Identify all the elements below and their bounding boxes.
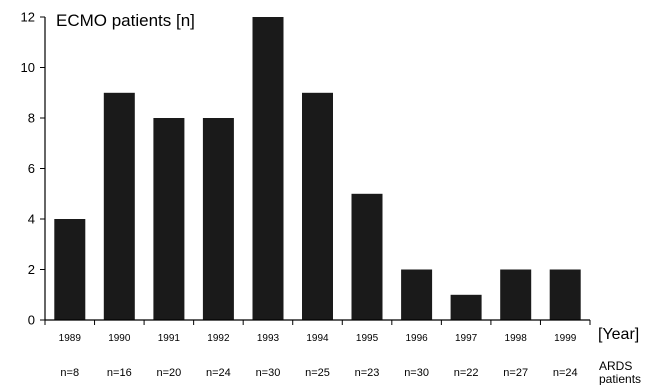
chart-marks: 0 2 4 6 8 10 12 1989 n=8 1990 n=16 1991 n=20 1992 n=24…	[21, 10, 591, 379]
x-tick-label-1991: 1991	[158, 333, 181, 344]
bar-1996	[401, 269, 433, 320]
bar-1989	[54, 219, 86, 320]
ards-count-1992: n=24	[206, 367, 231, 379]
ards-count-1998: n=27	[503, 367, 528, 379]
ards-label-line1: ARDS	[599, 359, 632, 373]
ards-count-1999: n=24	[553, 367, 578, 379]
x-tick-label-1993: 1993	[257, 333, 280, 344]
ards-count-1996: n=30	[404, 367, 429, 379]
y-tick-label-6: 6	[28, 161, 35, 176]
y-tick-label-4: 4	[28, 212, 35, 227]
x-tick-label-1990: 1990	[108, 333, 131, 344]
y-tick-label-12: 12	[21, 10, 35, 25]
x-tick-label-1992: 1992	[207, 333, 230, 344]
ards-label-line2: patients	[599, 372, 641, 385]
bar-1990	[103, 92, 135, 321]
ards-count-1990: n=16	[107, 367, 132, 379]
y-tick-label-8: 8	[28, 111, 35, 126]
x-tick-label-1994: 1994	[306, 333, 329, 344]
x-tick-label-1997: 1997	[455, 333, 478, 344]
ards-count-1989: n=8	[60, 367, 79, 379]
bar-1999	[549, 269, 581, 320]
bar-1992	[202, 118, 234, 320]
ards-count-1993: n=30	[256, 367, 281, 379]
ards-count-1991: n=20	[156, 367, 181, 379]
bar-1995	[351, 193, 383, 321]
bar-1998	[500, 269, 532, 320]
x-tick-label-1999: 1999	[554, 333, 577, 344]
y-tick-label-2: 2	[28, 262, 35, 277]
ards-count-1994: n=25	[305, 367, 330, 379]
x-tick-label-1989: 1989	[59, 333, 82, 344]
x-tick-label-1996: 1996	[405, 333, 428, 344]
x-tick-label-1995: 1995	[356, 333, 379, 344]
y-tick-label-10: 10	[21, 60, 35, 75]
bar-1994	[302, 92, 333, 321]
bar-1991	[153, 118, 185, 320]
ards-count-1995: n=23	[355, 367, 380, 379]
y-axis-label: ECMO patients [n]	[56, 11, 195, 30]
x-tick-label-1998: 1998	[505, 333, 528, 344]
bar-1997	[450, 294, 482, 321]
bar-1993	[252, 17, 284, 320]
x-axis-label: [Year]	[598, 326, 639, 343]
y-tick-label-0: 0	[28, 313, 35, 328]
ards-count-1997: n=22	[454, 367, 479, 379]
